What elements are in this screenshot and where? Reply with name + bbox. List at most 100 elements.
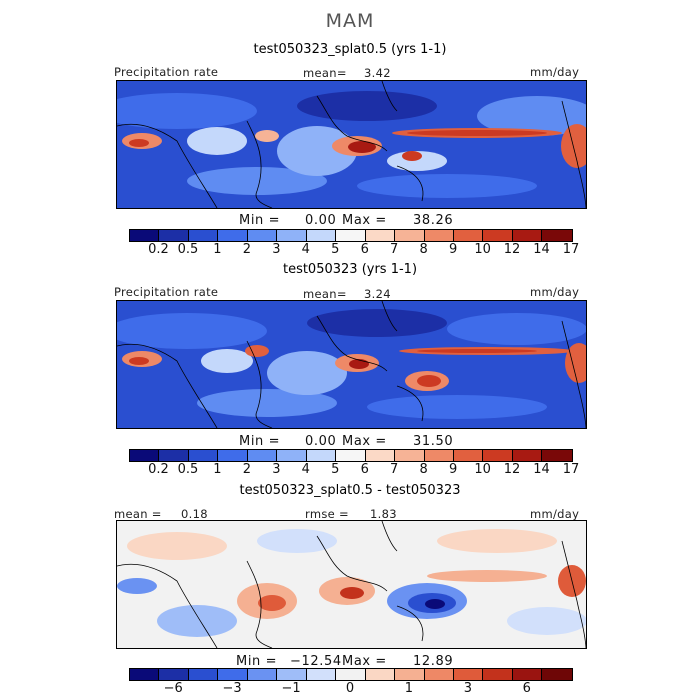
panel-1-mean-label: mean= <box>303 66 347 80</box>
panel-3-max-label: Max = <box>342 654 387 669</box>
colorbar-cell <box>483 669 513 680</box>
panel-3-mean-label: mean = <box>114 507 162 521</box>
colorbar-cell <box>542 230 572 241</box>
panel-3-map <box>116 520 587 649</box>
panel-2-colorbar <box>129 449 573 462</box>
panel-2-colorbar-ticks: 0.2 0.5 1 2 3 4 5 6 7 8 9 10 12 14 17 <box>129 462 579 478</box>
colorbar-tick-label: 0.2 <box>148 462 169 477</box>
panel-1-maritime-core <box>348 141 376 153</box>
colorbar-cell <box>365 669 396 680</box>
panel-2-blob <box>197 389 337 417</box>
panel-3-coastline <box>246 560 273 648</box>
panel-1-units: mm/day <box>530 65 580 79</box>
panel-3-negative-core <box>425 599 445 609</box>
panel-2-units: mm/day <box>530 285 580 299</box>
panel-1-newguinea <box>402 151 422 161</box>
colorbar-cell <box>453 669 484 680</box>
panel-3-blob <box>157 605 237 637</box>
colorbar-cell <box>395 230 425 241</box>
colorbar-tick-label: 5 <box>331 242 340 257</box>
colorbar-cell <box>247 450 278 461</box>
panel-3-blob <box>127 532 227 560</box>
colorbar-tick-label: 3 <box>272 242 281 257</box>
colorbar-cell <box>424 450 454 461</box>
colorbar-cell <box>218 450 248 461</box>
panel-3-blob <box>437 529 557 553</box>
colorbar-cell <box>336 230 366 241</box>
panel-2-blob <box>307 309 447 337</box>
panel-1-coastline <box>117 123 218 208</box>
colorbar-tick-label: 1 <box>213 462 222 477</box>
colorbar-tick-label: 6 <box>360 242 369 257</box>
colorbar-tick-label: 17 <box>562 242 580 257</box>
panel-1-title: test050323_splat0.5 (yrs 1-1) <box>253 42 447 57</box>
panel-3-coastline <box>396 605 424 642</box>
colorbar-cell <box>512 669 543 680</box>
colorbar-cell <box>306 230 337 241</box>
colorbar-cell <box>159 230 189 241</box>
panel-2-blob <box>245 345 269 357</box>
panel-3-coastline <box>561 540 586 648</box>
colorbar-cell <box>453 230 484 241</box>
panel-2-mean-value: 3.24 <box>364 287 391 301</box>
panel-1-blob <box>477 96 586 136</box>
colorbar-cell <box>512 230 543 241</box>
panel-1-blob <box>277 126 357 176</box>
colorbar-tick-label: −6 <box>163 681 183 696</box>
panel-2-africa-core <box>129 357 149 365</box>
panel-3-blob <box>117 578 157 594</box>
panel-1-max-label: Max = <box>342 213 387 228</box>
panel-1-coastline <box>381 81 398 112</box>
panel-2-maritime-core <box>349 359 369 369</box>
panel-1-blob <box>117 93 257 129</box>
colorbar-cell <box>306 669 337 680</box>
colorbar-cell <box>277 669 307 680</box>
colorbar-cell <box>188 450 219 461</box>
panel-3-colorbar <box>129 668 573 681</box>
colorbar-tick-label: 4 <box>301 462 310 477</box>
panel-2-max-value: 31.50 <box>413 434 454 449</box>
colorbar-tick-label: −3 <box>222 681 242 696</box>
panel-2-blob <box>267 351 347 395</box>
panel-2-title: test050323 (yrs 1-1) <box>282 262 418 277</box>
colorbar-tick-label: 9 <box>448 242 458 257</box>
panel-2-map <box>116 300 587 429</box>
season-title: MAM <box>325 10 375 32</box>
panel-2-blob <box>447 313 586 345</box>
colorbar-cell <box>395 669 425 680</box>
panel-3-rmse-label: rmse = <box>305 507 349 521</box>
colorbar-tick-label: 12 <box>503 462 521 477</box>
panel-1-blob <box>255 130 279 142</box>
colorbar-tick-label: 6 <box>360 462 369 477</box>
colorbar-cell <box>424 669 454 680</box>
panel-3-coastline <box>117 563 218 648</box>
colorbar-tick-label: −1 <box>281 681 301 696</box>
panel-1-blob <box>357 174 537 198</box>
colorbar-cell <box>365 450 396 461</box>
colorbar-cell <box>306 450 337 461</box>
panel-1-blob <box>187 167 327 195</box>
colorbar-cell <box>247 669 278 680</box>
colorbar-cell <box>365 230 396 241</box>
panel-2-map-svg <box>117 301 586 428</box>
panel-1-map-svg <box>117 81 586 208</box>
colorbar-tick-label: 2 <box>242 242 251 257</box>
colorbar-tick-label: 4 <box>301 242 310 257</box>
colorbar-cell <box>395 450 425 461</box>
colorbar-cell <box>247 230 278 241</box>
panel-1-coastline <box>246 120 273 208</box>
panel-2-coastline <box>561 320 586 428</box>
colorbar-cell <box>336 450 366 461</box>
panel-1-min-value: 0.00 <box>305 213 337 228</box>
colorbar-tick-label: 12 <box>503 242 521 257</box>
colorbar-tick-label: 1 <box>213 242 222 257</box>
colorbar-cell <box>483 450 513 461</box>
panel-3-colorbar-ticks: −6 −3 −1 0 1 3 6 <box>129 681 571 697</box>
panel-2-field-label: Precipitation rate <box>114 285 219 299</box>
panel-2-itcz-core <box>417 349 537 353</box>
colorbar-cell <box>130 230 160 241</box>
colorbar-tick-label: 10 <box>474 242 491 257</box>
colorbar-cell <box>188 230 219 241</box>
colorbar-cell <box>218 669 248 680</box>
panel-3-blob <box>258 595 286 611</box>
